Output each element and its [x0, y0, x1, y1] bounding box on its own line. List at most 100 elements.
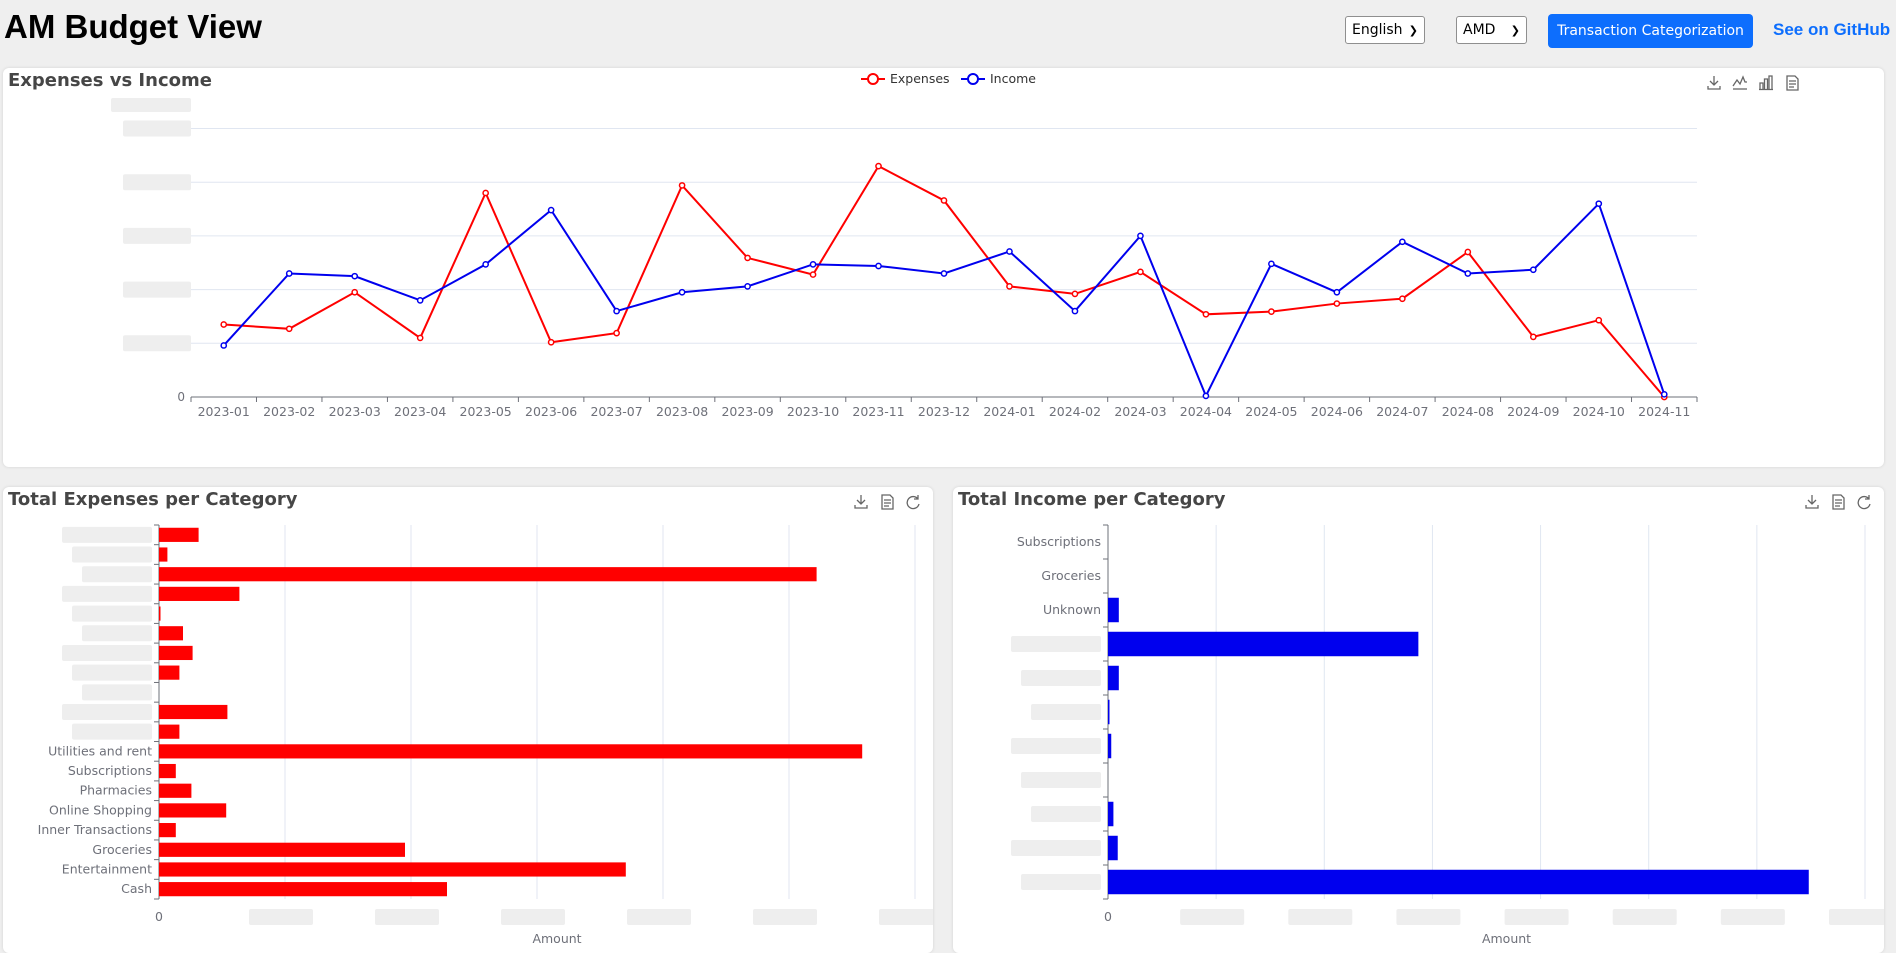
transaction-categorization-button[interactable]: Transaction Categorization: [1548, 14, 1753, 48]
bar: [159, 645, 193, 661]
x-tick-label: 2024-09: [1507, 404, 1559, 419]
income-per-category-panel: Total Income per Category Subscriptions G…: [953, 487, 1884, 953]
bar: [159, 862, 626, 877]
blurred-y-tick-label: [1011, 738, 1101, 754]
data-point: [416, 334, 424, 342]
blurred-y-tick-label: [62, 585, 152, 602]
legend-marker: [967, 73, 979, 85]
refresh-icon[interactable]: [1857, 495, 1871, 510]
data-view-icon[interactable]: [881, 494, 894, 510]
legend-label: Income: [990, 71, 1036, 86]
data-point: [1202, 310, 1210, 318]
data-point: [547, 206, 555, 214]
download-icon[interactable]: [1707, 76, 1721, 90]
data-point: [285, 270, 293, 277]
x-tick-label: 2024-03: [1114, 404, 1166, 419]
blurred-y-tick-label: [72, 723, 152, 740]
x-tick-label: 2024-01: [983, 404, 1035, 419]
x-tick-label: 2024-07: [1376, 404, 1428, 419]
data-point: [809, 261, 817, 268]
blurred-y-tick-label: [123, 335, 191, 352]
blurred-x-tick-label: [1180, 909, 1245, 925]
data-point: [1398, 295, 1406, 303]
data-view-icon[interactable]: [1832, 494, 1845, 510]
blurred-y-tick-label: [82, 684, 152, 701]
blurred-y-tick-label: [1031, 806, 1101, 822]
data-point: [482, 189, 490, 197]
data-point: [1006, 283, 1013, 290]
blurred-y-tick-label: [72, 664, 152, 681]
blurred-y-tick-label: [1011, 840, 1101, 856]
x-axis-label: Amount: [532, 931, 581, 946]
data-point: [1006, 248, 1013, 255]
data-point: [613, 307, 620, 315]
blurred-y-tick-label: [82, 566, 152, 583]
data-point: [482, 261, 490, 268]
blurred-y-tick-label: [123, 227, 191, 244]
data-point: [1071, 290, 1079, 298]
y-tick-label: Subscriptions: [68, 763, 152, 778]
bar: [159, 704, 228, 720]
language-value: English: [1352, 22, 1403, 38]
x-tick-label: 2024-10: [1573, 404, 1625, 419]
y-tick-label: Subscriptions: [1017, 534, 1101, 549]
bar-chart-icon[interactable]: [1759, 75, 1773, 91]
data-point: [416, 296, 424, 304]
blurred-x-tick-label: [1288, 909, 1353, 925]
data-point: [1137, 232, 1144, 240]
download-icon[interactable]: [854, 495, 868, 509]
download-icon[interactable]: [1805, 495, 1819, 509]
bar: [159, 606, 161, 621]
bar: [1108, 869, 1809, 895]
blurred-y-tick-label: [72, 546, 152, 563]
line-chart-icon[interactable]: [1732, 75, 1747, 90]
blurred-x-tick-label: [249, 909, 313, 925]
blurred-y-tick-label: [1031, 704, 1101, 720]
y-tick-label: Groceries: [1041, 568, 1101, 583]
expenses-per-category-panel: Total Expenses per Category Utilities an…: [3, 487, 933, 953]
x-axis-label: Amount: [1482, 931, 1531, 946]
x-tick-label: 2023-09: [721, 404, 773, 419]
bar: [1108, 665, 1119, 691]
x-tick-label: 0: [1104, 909, 1112, 924]
panel-title: Total Income per Category: [958, 489, 1226, 510]
x-tick-label: 2024-04: [1180, 404, 1232, 419]
language-select[interactable]: English ❯: [1345, 16, 1425, 44]
expenses-vs-income-panel: Expenses vs Income 0 2023-01 2023-02 2023-0…: [3, 68, 1884, 467]
y-tick-label: Unknown: [1043, 602, 1101, 617]
bar: [159, 823, 176, 838]
refresh-icon[interactable]: [906, 495, 920, 510]
x-tick-label: 2023-04: [394, 404, 446, 419]
blurred-y-tick-label: [62, 644, 152, 661]
blurred-y-tick-label: [1011, 636, 1101, 652]
bar: [159, 763, 176, 779]
series-line-income: [222, 201, 1666, 399]
blurred-y-tick-label: [62, 704, 152, 720]
bar: [159, 842, 405, 857]
data-point: [1529, 333, 1537, 341]
x-tick-label: 2023-11: [852, 404, 904, 419]
data-point: [220, 342, 228, 349]
bar: [159, 626, 183, 641]
data-point: [285, 325, 293, 333]
y-tick-label: Utilities and rent: [48, 743, 152, 758]
y-tick-label: Online Shopping: [49, 802, 152, 817]
github-link[interactable]: See on GitHub: [1773, 20, 1891, 39]
currency-select[interactable]: AMD ❯: [1456, 16, 1527, 44]
bar: [159, 882, 447, 897]
x-tick-label: 2023-05: [460, 404, 512, 419]
bar: [1108, 597, 1119, 623]
x-tick-label: 2024-05: [1245, 404, 1297, 419]
currency-value: AMD: [1463, 22, 1496, 38]
chevron-down-icon: ❯: [1408, 23, 1418, 37]
blurred-x-tick-label: [1504, 909, 1569, 925]
x-tick-label: 2023-01: [198, 404, 250, 419]
blurred-x-tick-label: [375, 909, 439, 925]
data-view-icon[interactable]: [1786, 75, 1799, 91]
data-point: [1529, 266, 1537, 274]
bar: [1108, 801, 1114, 827]
y-tick-label: Groceries: [92, 842, 152, 857]
x-tick-label: 2024-11: [1638, 404, 1690, 419]
x-tick-label: 2023-08: [656, 404, 708, 419]
x-tick-label: 2023-12: [918, 404, 970, 419]
